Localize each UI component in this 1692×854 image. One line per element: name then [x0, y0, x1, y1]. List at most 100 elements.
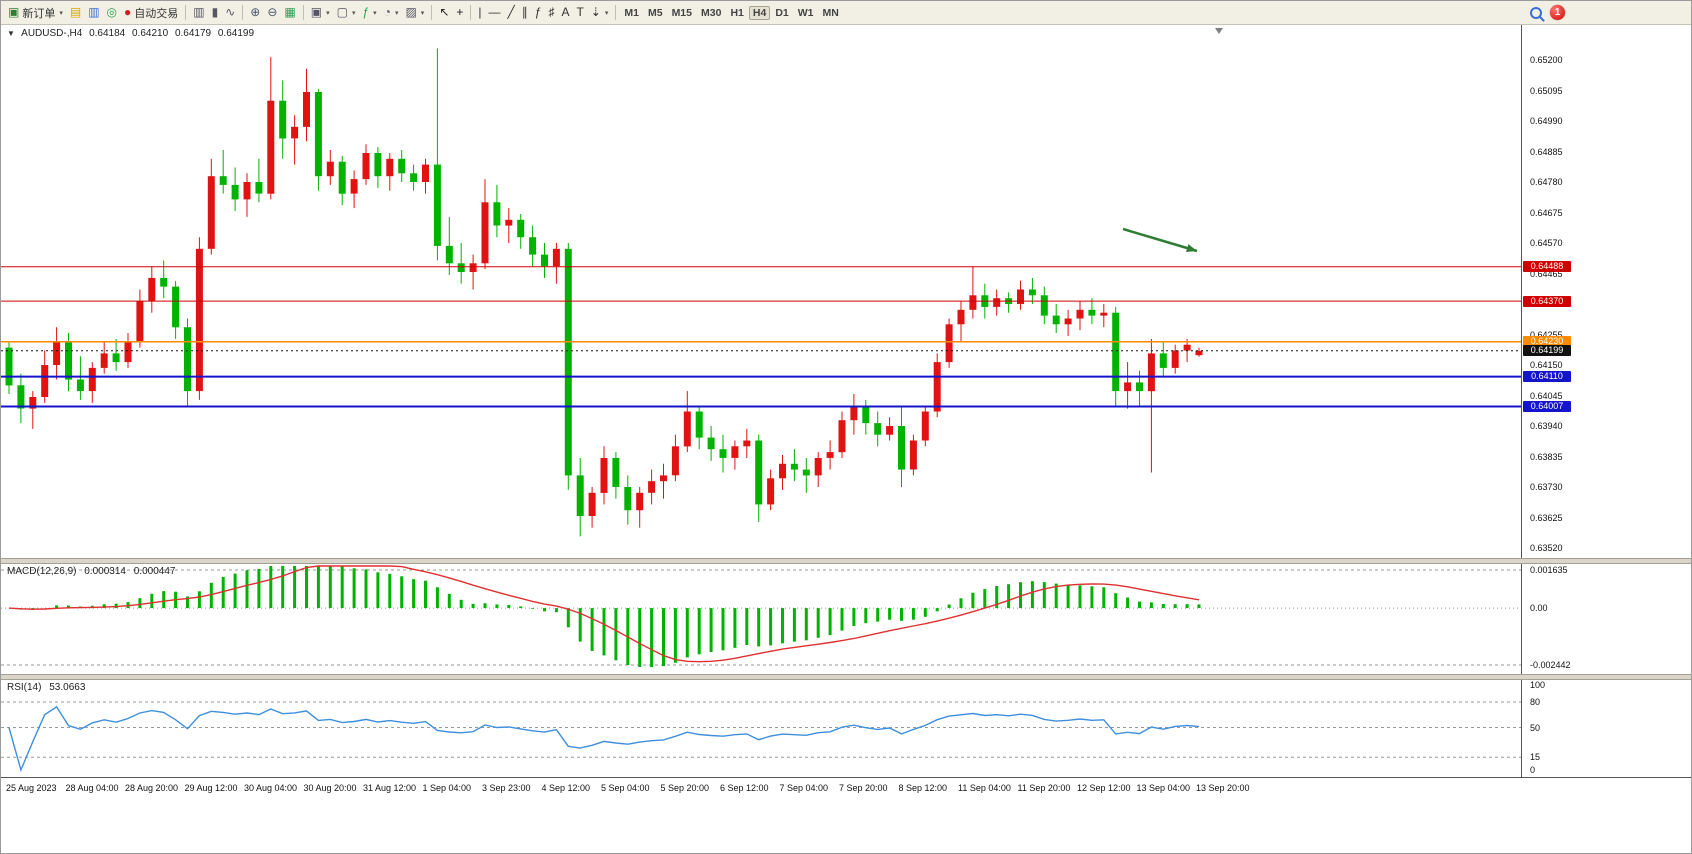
tile-windows-button[interactable]: ▦	[281, 5, 298, 20]
time-label: 4 Sep 12:00	[541, 783, 591, 793]
tf-h1-button[interactable]: H1	[730, 6, 744, 19]
chart-shift-button[interactable]: ▢ ▾	[334, 5, 359, 20]
crosshair-tool-button[interactable]: +	[453, 5, 466, 20]
time-label: 29 Aug 12:00	[184, 783, 238, 793]
panel-splitter[interactable]	[1, 674, 1691, 680]
panel-splitter[interactable]	[1, 558, 1691, 564]
market-watch-button[interactable]: ▥	[85, 5, 102, 20]
label-icon: T	[576, 5, 584, 19]
symbol-label: AUDUSD-,H4	[21, 28, 83, 39]
price-plot-area[interactable]	[1, 25, 1521, 558]
cursor-tool-button[interactable]: ↖	[436, 5, 452, 20]
chevron-down-icon: ▾	[326, 9, 330, 17]
line-chart-button[interactable]: ∿	[222, 5, 238, 20]
rsi-axis[interactable]: 100 80 50 15 0	[1521, 680, 1691, 777]
tf-m5-button[interactable]: M5	[647, 6, 663, 19]
horizontal-line-tool[interactable]: —	[486, 5, 504, 20]
macd-label: MACD(12,26,9) 0.000314 0.000447	[7, 566, 180, 577]
bottom-empty-area	[1, 800, 1691, 853]
price-tick: 0.63835	[1530, 451, 1563, 462]
macd-plot-area[interactable]	[1, 564, 1521, 674]
time-label: 5 Sep 20:00	[660, 783, 710, 793]
tf-m1-button[interactable]: M1	[624, 6, 639, 19]
rsi-value: 53.0663	[49, 682, 86, 693]
candlestick-canvas[interactable]	[1, 25, 1521, 558]
tf-w1-button[interactable]: W1	[797, 6, 814, 19]
zoom-out-button[interactable]: ⊖	[264, 5, 280, 20]
search-icon[interactable]	[1530, 6, 1542, 19]
candlestick-chart-button[interactable]: ▮	[209, 5, 222, 20]
price-tick: 0.64780	[1530, 177, 1563, 187]
rsi-plot-area[interactable]	[1, 680, 1521, 777]
rsi-canvas[interactable]	[1, 680, 1521, 777]
chevron-down-icon: ▾	[420, 9, 425, 17]
tf-d1-button[interactable]: D1	[775, 6, 789, 19]
auto-scroll-button[interactable]: ▣ ▾	[308, 5, 333, 20]
rsi-label: RSI(14) 53.0663	[7, 682, 90, 693]
time-label: 3 Sep 23:00	[482, 783, 531, 793]
fibonacci-tool[interactable]: ƒ	[532, 5, 545, 20]
new-order-button[interactable]: ▣ 新订单 ▾	[5, 4, 66, 22]
time-label: 6 Sep 12:00	[720, 783, 769, 793]
channel-icon: ∥	[521, 5, 528, 19]
chart-profile-button[interactable]: ▤	[67, 5, 84, 20]
auto-trading-button[interactable]: ● 自动交易	[121, 4, 181, 22]
candlestick-chart-icon: ▮	[211, 5, 219, 19]
auto-trading-label: 自动交易	[134, 7, 179, 20]
periods-button[interactable]: ◔ ▾	[381, 5, 402, 20]
price-tick: 0.65200	[1530, 55, 1563, 65]
navigator-button[interactable]: ◎	[104, 5, 120, 20]
toolbar-separator	[470, 5, 472, 20]
time-label: 31 Aug 12:00	[363, 783, 417, 793]
bar-chart-button[interactable]: ▥	[190, 5, 207, 20]
tf-m15-button[interactable]: M15	[671, 6, 692, 19]
macd-axis-tick: 0.001635	[1530, 565, 1568, 575]
toolbar-right-cluster: 1	[1530, 5, 1687, 20]
templates-button[interactable]: ▨ ▾	[402, 5, 427, 20]
chevron-down-icon: ▾	[59, 9, 63, 17]
price-tick: 0.63730	[1530, 482, 1563, 492]
macd-canvas[interactable]	[1, 564, 1521, 674]
time-label: 7 Sep 04:00	[779, 783, 829, 793]
channel-tool[interactable]: ∥	[519, 5, 531, 20]
shapes-tool[interactable]: ⇣ ▾	[588, 5, 612, 20]
macd-signal-value: 0.000447	[133, 566, 176, 577]
zoom-in-button[interactable]: ⊕	[247, 5, 263, 20]
open-value: 0.64184	[89, 28, 126, 39]
line-chart-icon: ∿	[225, 5, 236, 19]
time-label: 30 Aug 20:00	[303, 783, 357, 793]
tf-h4-button[interactable]: H4	[748, 5, 771, 20]
rsi-axis-tick: 15	[1530, 752, 1541, 763]
toolbar-separator	[242, 5, 244, 20]
tf-mn-button[interactable]: MN	[822, 6, 839, 19]
time-axis[interactable]: 25 Aug 2023 28 Aug 04:00 28 Aug 20:00 29 Au…	[1, 777, 1691, 800]
high-value: 0.64210	[132, 28, 169, 39]
label-tool[interactable]: T	[573, 5, 586, 20]
tf-m30-button[interactable]: M30	[701, 6, 722, 19]
price-tag: 0.64230	[1523, 336, 1571, 348]
price-axis[interactable]: 0.65200 0.65095 0.64990 0.64885 0.64780 0.646…	[1521, 25, 1691, 558]
trendline-tool[interactable]: ╱	[505, 5, 518, 20]
zoom-in-icon: ⊕	[250, 5, 261, 19]
time-label: 11 Sep 20:00	[1017, 783, 1071, 793]
crosshair-icon: +	[456, 5, 464, 19]
text-tool[interactable]: A	[558, 5, 572, 20]
time-label: 25 Aug 2023	[6, 783, 57, 793]
time-label: 11 Sep 04:00	[958, 783, 1011, 793]
collapse-triangle-icon[interactable]: ▼	[7, 29, 15, 38]
grid-icon: ♯	[548, 5, 555, 19]
price-chart-panel: ▼ AUDUSD-,H4 0.64184 0.64210 0.64179 0.6…	[1, 25, 1691, 558]
notification-badge[interactable]: 1	[1550, 5, 1565, 20]
chevron-down-icon: ▾	[351, 9, 356, 17]
time-label: 7 Sep 20:00	[839, 783, 888, 793]
rsi-name: RSI(14)	[7, 682, 42, 693]
indicators-button[interactable]: ƒ ▾	[359, 5, 379, 20]
toolbar-separator	[185, 5, 187, 20]
time-label: 13 Sep 20:00	[1196, 783, 1250, 793]
vertical-line-tool[interactable]: |	[475, 5, 484, 20]
grid-tool[interactable]: ♯	[545, 5, 557, 20]
rsi-axis-tick: 0	[1530, 765, 1536, 775]
macd-axis[interactable]: 0.001635 0.00 -0.002442	[1521, 564, 1691, 674]
cursor-icon: ↖	[439, 5, 450, 19]
price-tag: 0.64199	[1523, 345, 1571, 357]
